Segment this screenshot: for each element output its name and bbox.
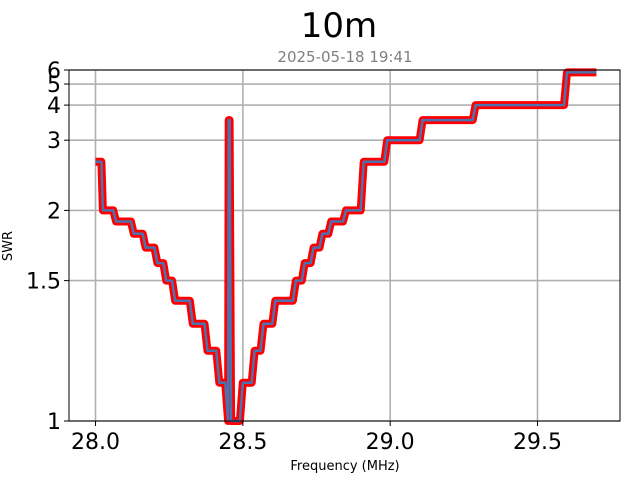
chart-title: 10m bbox=[301, 6, 377, 46]
x-tick-label: 28.0 bbox=[71, 430, 120, 455]
x-tick-label: 29.5 bbox=[513, 430, 562, 455]
y-tick-label: 5 bbox=[47, 73, 61, 98]
x-axis-label: Frequency (MHz) bbox=[290, 459, 399, 474]
y-tick-label: 3 bbox=[47, 129, 61, 154]
y-axis-label: SWR bbox=[1, 231, 16, 261]
chart-subtitle: 2025-05-18 19:41 bbox=[277, 48, 412, 66]
tick-labels: 28.0 28.5 29.0 29.5 1 1.5 2 3 456 bbox=[26, 59, 562, 455]
x-tick-label: 28.5 bbox=[218, 430, 267, 455]
y-tick-label: 1 bbox=[47, 410, 61, 435]
plot-frame bbox=[68, 69, 621, 422]
swr-series-line-outer bbox=[95, 68, 597, 425]
x-tick-label: 29.0 bbox=[366, 430, 415, 455]
y-tick-label: 6 bbox=[47, 59, 61, 84]
y-tick-label: 4 bbox=[47, 94, 61, 119]
swr-series-line-inner bbox=[95, 71, 597, 423]
y-tick-label: 2 bbox=[47, 199, 61, 224]
y-tick-label: 1.5 bbox=[26, 270, 61, 295]
series-layer bbox=[95, 68, 597, 425]
